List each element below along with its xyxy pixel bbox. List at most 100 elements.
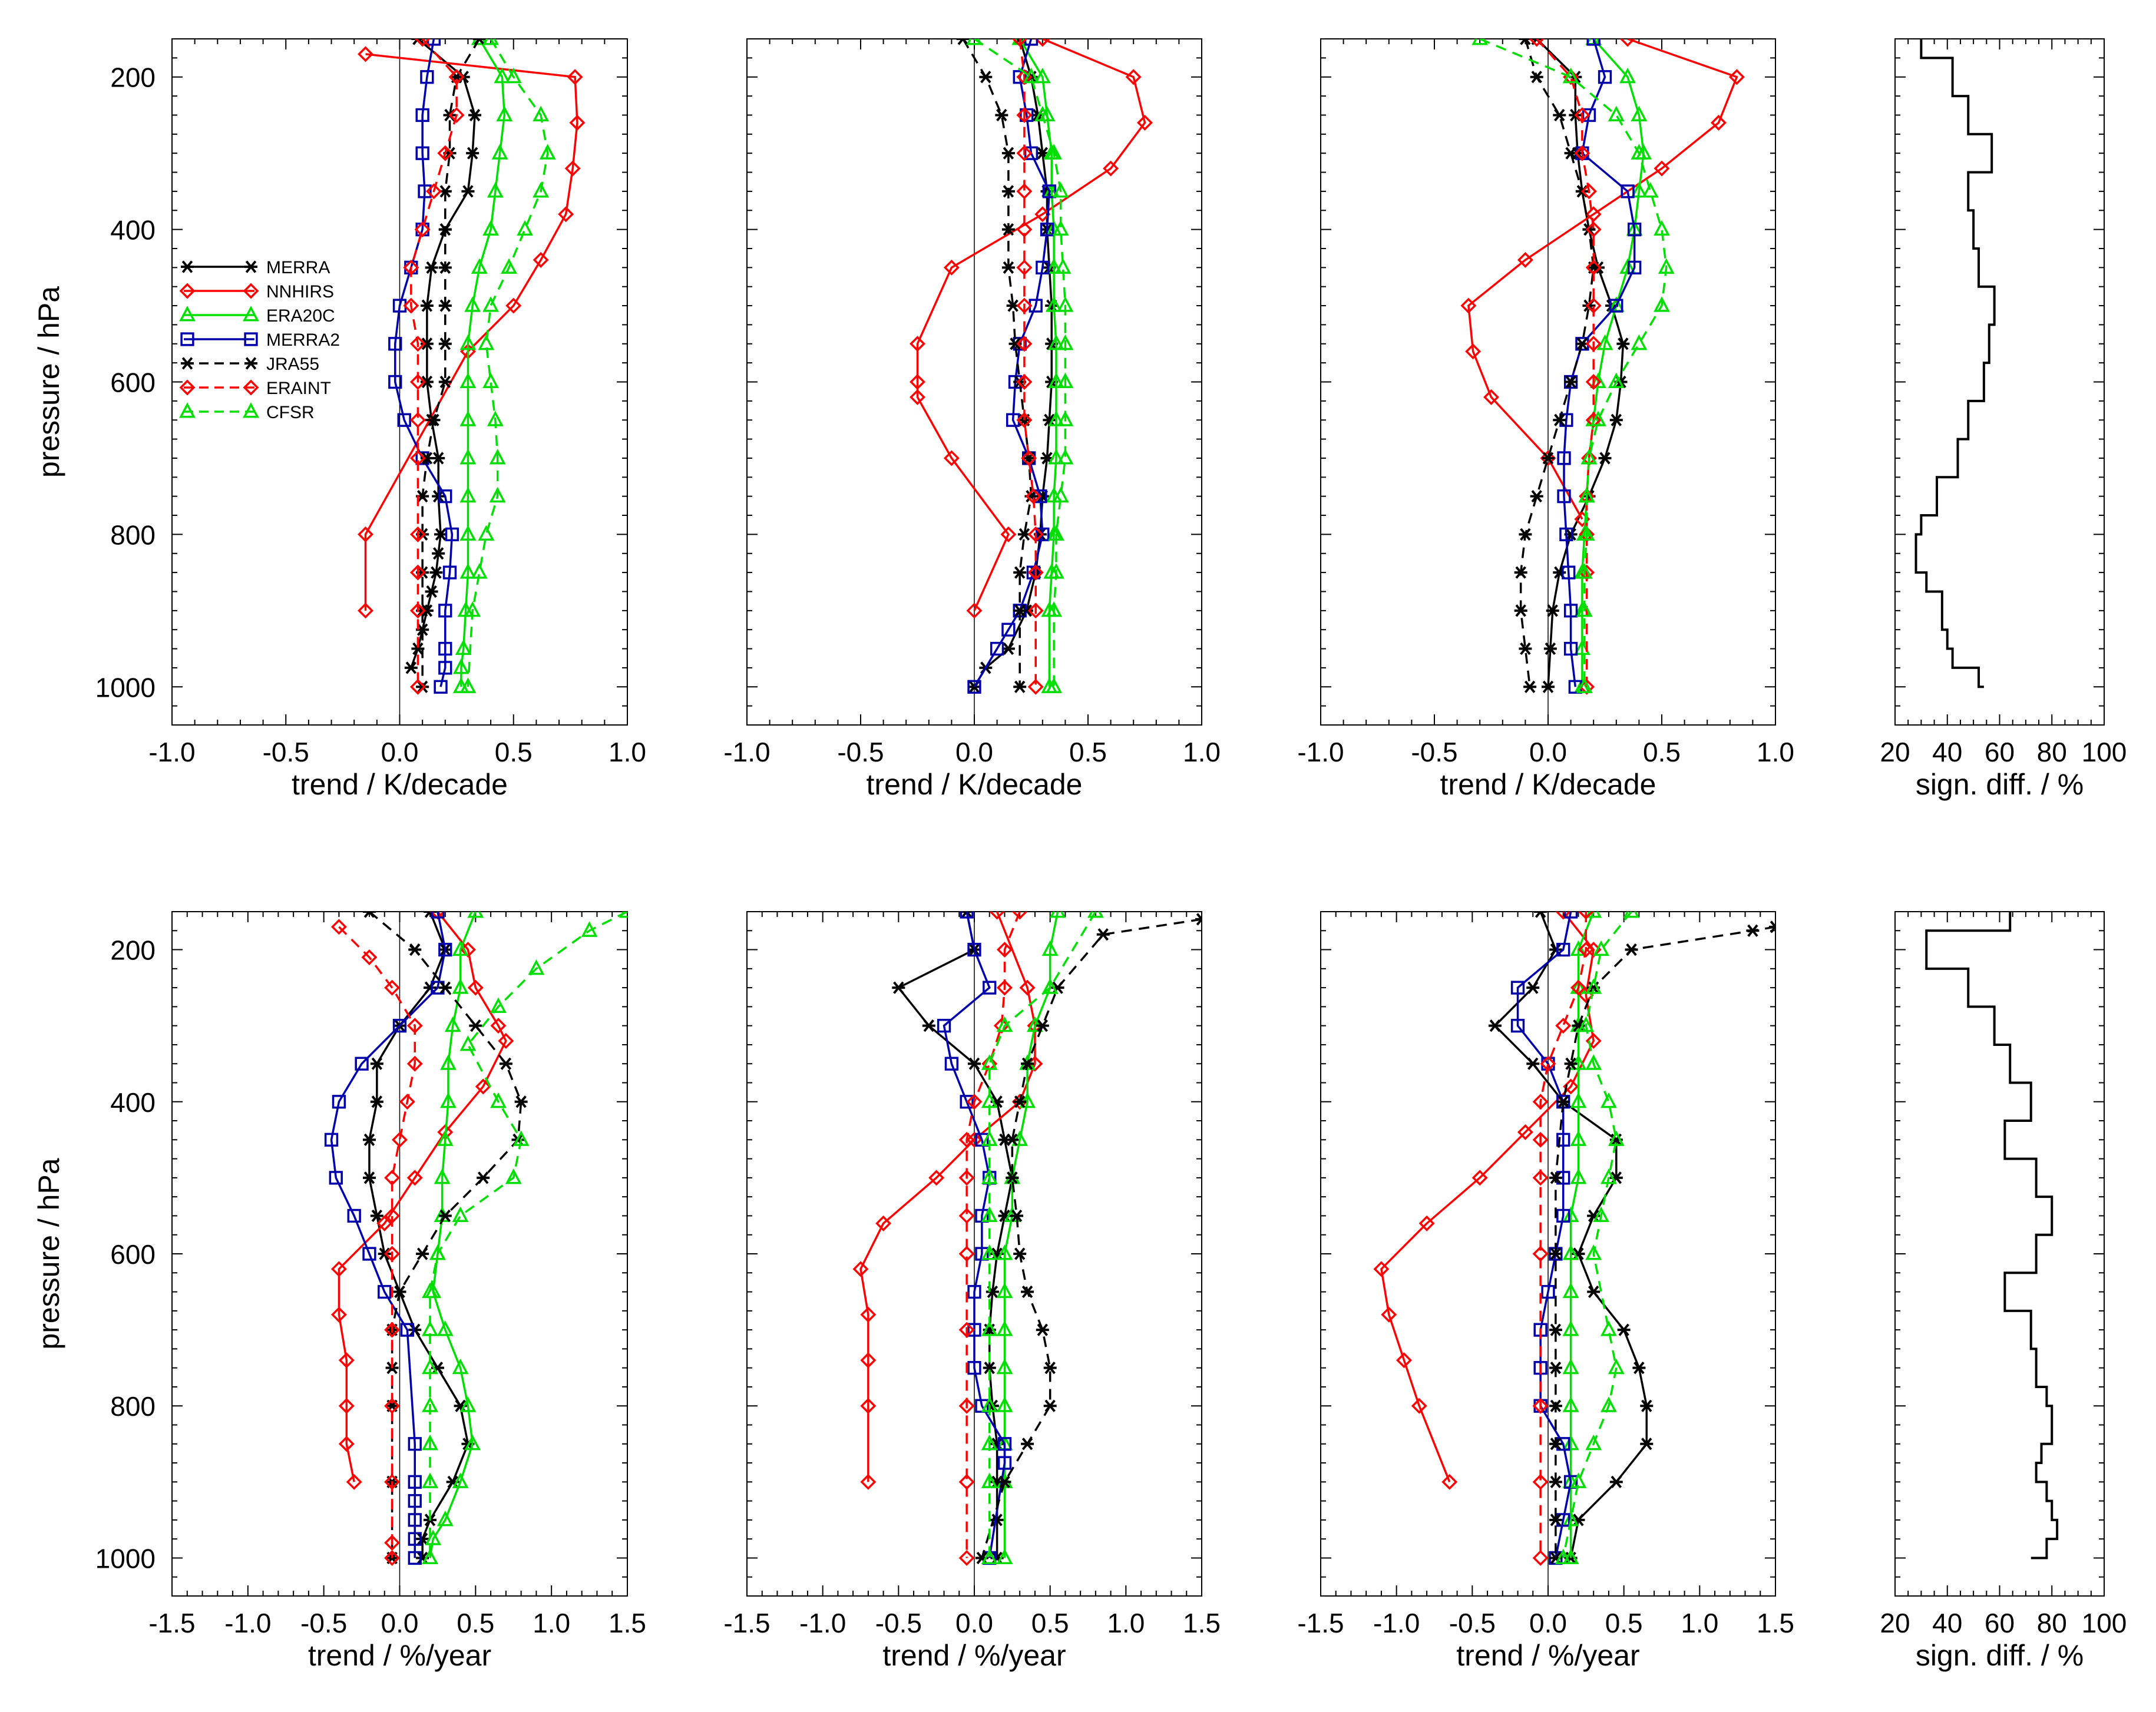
data-point-d2 — [984, 1323, 995, 1336]
data-point — [384, 1549, 401, 1566]
data-point — [1510, 981, 1525, 995]
data-point-d2 — [363, 912, 371, 918]
data-point — [489, 486, 506, 503]
data-point — [1632, 1362, 1646, 1375]
data-point — [1006, 1171, 1019, 1184]
series-line — [1539, 912, 1588, 1558]
legend-marker — [180, 332, 194, 346]
data-point — [1562, 1206, 1579, 1222]
data-point — [422, 1396, 438, 1412]
data-point — [1601, 1168, 1617, 1184]
data-point — [1556, 942, 1570, 957]
data-point — [1576, 563, 1593, 579]
series-line — [368, 912, 469, 1558]
data-point — [330, 919, 347, 935]
data-point — [981, 1130, 998, 1146]
data-point — [1609, 413, 1623, 426]
data-point-d2 — [439, 375, 451, 389]
data-point — [1024, 39, 1039, 46]
x-axis-title: trend / %/year — [308, 1639, 491, 1672]
data-point — [1585, 336, 1602, 352]
series-eraint — [1529, 39, 1602, 695]
data-point — [981, 1054, 998, 1070]
series-line — [1536, 39, 1625, 687]
data-point — [1562, 565, 1576, 580]
data-point — [967, 680, 981, 694]
x-tick-label: 1.5 — [1183, 1608, 1221, 1638]
data-point — [967, 1361, 981, 1375]
data-point — [427, 413, 441, 426]
data-point — [981, 1472, 998, 1488]
data-point-d2 — [1618, 337, 1629, 350]
data-point — [358, 602, 373, 619]
data-point — [996, 1548, 1013, 1564]
data-point — [1625, 943, 1638, 956]
data-point — [922, 1019, 935, 1032]
data-point — [362, 1133, 376, 1146]
x-tick-label: 0.0 — [955, 737, 993, 767]
data-point — [1555, 1548, 1572, 1564]
data-point — [860, 1398, 877, 1414]
data-point-d2 — [439, 1209, 451, 1223]
y-tick-label: 1000 — [95, 1543, 156, 1574]
data-point-d2 — [923, 1019, 935, 1032]
data-point — [1623, 912, 1640, 918]
data-point — [409, 412, 426, 428]
ticks — [1320, 38, 1776, 726]
data-point-d2 — [1520, 642, 1531, 655]
data-point — [490, 1092, 507, 1108]
data-point — [459, 334, 477, 350]
data-point — [409, 602, 426, 619]
data-point-d2 — [999, 1209, 1010, 1223]
x-tick-label: 1.0 — [609, 737, 646, 767]
data-point — [409, 336, 426, 352]
data-point — [1041, 940, 1059, 956]
plot-area — [324, 912, 627, 1566]
data-point — [1532, 1131, 1549, 1148]
data-point-d2 — [467, 147, 478, 160]
data-point — [1040, 222, 1054, 237]
data-point — [1549, 1475, 1562, 1488]
data-point — [1581, 183, 1597, 200]
series-line — [1380, 912, 1595, 1482]
data-point — [445, 527, 459, 542]
data-point — [1020, 108, 1034, 122]
data-point — [420, 70, 434, 84]
data-point — [437, 1320, 454, 1336]
data-point — [1549, 1323, 1562, 1336]
data-point — [437, 145, 454, 161]
data-point — [1011, 39, 1028, 47]
data-point — [1471, 1170, 1488, 1186]
data-point — [512, 1130, 530, 1146]
data-point — [981, 1434, 998, 1451]
data-point — [429, 1244, 446, 1260]
data-point — [966, 1094, 983, 1110]
x-tick-label: -1.0 — [723, 737, 770, 767]
data-point — [1556, 1095, 1570, 1108]
data-point-d2 — [980, 71, 991, 84]
data-point-d2 — [470, 1019, 481, 1032]
data-point — [442, 565, 457, 580]
data-point — [409, 450, 426, 466]
legend-marker-d2 — [245, 260, 257, 273]
data-point — [438, 604, 452, 618]
data-point — [332, 1095, 346, 1109]
data-point-d2 — [1489, 1019, 1501, 1032]
data-point-d2 — [426, 585, 437, 598]
data-point-d2 — [421, 452, 433, 465]
data-point — [967, 1284, 981, 1299]
data-point — [1013, 1095, 1027, 1108]
data-point-d2 — [439, 185, 451, 198]
legend-entry-merra2: MERRA2 — [180, 330, 340, 350]
data-point — [471, 258, 488, 274]
series-line — [973, 39, 1053, 688]
data-point — [429, 566, 443, 579]
legend-marker — [244, 260, 257, 273]
x-tick-label: 0.5 — [1069, 737, 1107, 767]
data-point — [943, 259, 960, 276]
data-point — [514, 1095, 528, 1108]
data-point-d2 — [1531, 490, 1542, 503]
data-point — [1008, 337, 1022, 350]
data-point — [408, 943, 422, 956]
data-point — [482, 372, 499, 389]
